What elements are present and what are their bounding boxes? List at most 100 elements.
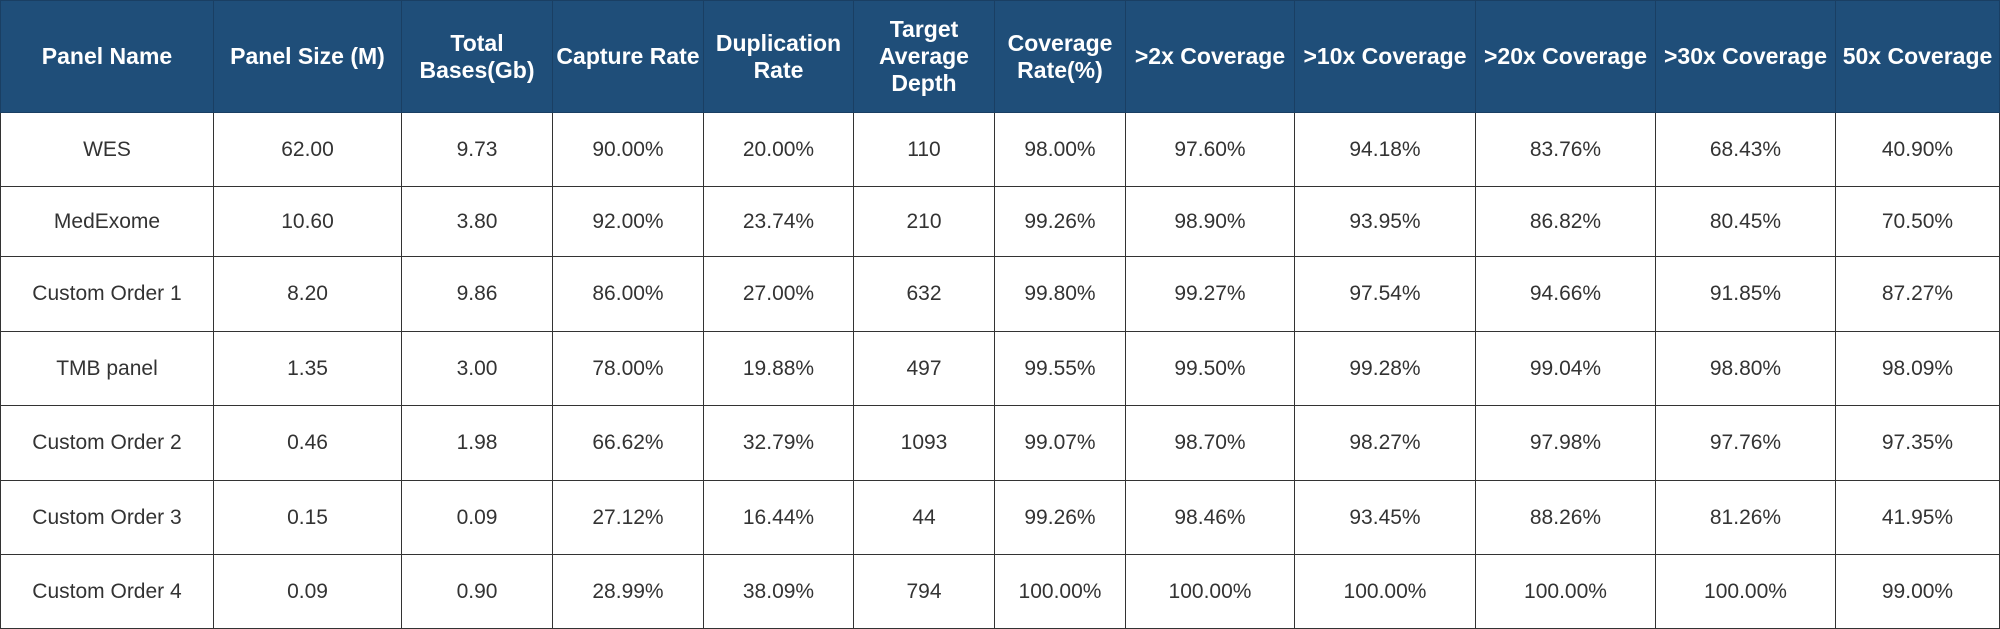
column-header: >30x Coverage <box>1655 0 1836 113</box>
column-header-label: Target Average Depth <box>879 16 969 97</box>
panel-name-cell: Custom Order 1 <box>0 256 214 332</box>
table-cell: 32.79% <box>703 405 854 481</box>
column-header-line: Total <box>450 29 504 56</box>
table-cell: 98.09% <box>1835 331 2000 406</box>
table-cell: 3.80 <box>401 186 553 257</box>
column-header-label: 50x Coverage <box>1843 43 1993 70</box>
table-cell: 9.86 <box>401 256 553 332</box>
table-cell: 1.35 <box>213 331 402 406</box>
table-cell: 83.76% <box>1475 112 1656 187</box>
column-header-label: Total Bases(Gb) <box>419 30 534 84</box>
column-header-line: Bases(Gb) <box>419 56 535 83</box>
table-cell: 97.35% <box>1835 405 2000 481</box>
header-row: Panel Name Panel Size (M) Total Bases(Gb) Ca… <box>0 0 2000 113</box>
table-cell: 99.55% <box>994 331 1126 406</box>
column-header-line: Average <box>879 43 969 69</box>
table-cell: 93.45% <box>1294 480 1476 555</box>
table-cell: 99.26% <box>994 480 1126 555</box>
table-cell: 99.27% <box>1125 256 1295 332</box>
column-header-line: Panel Size (M) <box>230 43 385 69</box>
table-body: WES 62.00 9.73 90.00% 20.00% 110 98.00% 97.60% 9… <box>0 112 2000 629</box>
table-cell: 99.07% <box>994 405 1126 481</box>
column-header-line: >10x Coverage <box>1303 43 1467 69</box>
table-cell: 8.20 <box>213 256 402 332</box>
table-cell: 100.00% <box>994 554 1126 629</box>
table-cell: 100.00% <box>1655 554 1836 629</box>
column-header-line: Depth <box>891 70 957 96</box>
table-cell: 93.95% <box>1294 186 1476 257</box>
table-cell: 10.60 <box>213 186 402 257</box>
column-header-label: Panel Size (M) <box>230 43 385 70</box>
table-row: TMB panel 1.35 3.00 78.00% 19.88% 497 99.55% 99… <box>0 331 2000 406</box>
column-header-line: Target <box>889 16 959 42</box>
column-header: 50x Coverage <box>1835 0 2000 113</box>
table-cell: 97.98% <box>1475 405 1656 481</box>
table-cell: 70.50% <box>1835 186 2000 257</box>
table-cell: 1093 <box>853 405 995 481</box>
column-header: Panel Name <box>0 0 214 113</box>
table-cell: 98.80% <box>1655 331 1836 406</box>
table-cell: 28.99% <box>552 554 704 629</box>
table-row: Custom Order 2 0.46 1.98 66.62% 32.79% 1093 99… <box>0 405 2000 481</box>
table-cell: 99.50% <box>1125 331 1295 406</box>
table-cell: 100.00% <box>1475 554 1656 629</box>
table-cell: 27.12% <box>552 480 704 555</box>
column-header-line: Rate <box>753 56 804 83</box>
table-cell: 81.26% <box>1655 480 1836 555</box>
column-header-line: Rate(%) <box>1017 56 1103 83</box>
column-header-line: >30x Coverage <box>1663 43 1828 69</box>
table-cell: 3.00 <box>401 331 553 406</box>
table-cell: 98.27% <box>1294 405 1476 481</box>
table-cell: 98.00% <box>994 112 1126 187</box>
column-header-label: >2x Coverage <box>1135 43 1285 70</box>
column-header: >20x Coverage <box>1475 0 1656 113</box>
column-header-label: >30x Coverage <box>1664 43 1827 70</box>
table-cell: 20.00% <box>703 112 854 187</box>
table-cell: 632 <box>853 256 995 332</box>
table-cell: 86.82% <box>1475 186 1656 257</box>
table-cell: 97.60% <box>1125 112 1295 187</box>
table-cell: 40.90% <box>1835 112 2000 187</box>
table-cell: 97.54% <box>1294 256 1476 332</box>
column-header-line: >2x Coverage <box>1134 43 1286 69</box>
table-cell: 0.46 <box>213 405 402 481</box>
column-header-line: Coverage <box>1007 29 1113 56</box>
column-header: Capture Rate <box>552 0 704 113</box>
table-cell: 92.00% <box>552 186 704 257</box>
table-cell: 99.26% <box>994 186 1126 257</box>
table-cell: 99.28% <box>1294 331 1476 406</box>
table-cell: 99.04% <box>1475 331 1656 406</box>
table-cell: 94.66% <box>1475 256 1656 332</box>
table-cell: 100.00% <box>1294 554 1476 629</box>
table-cell: 0.15 <box>213 480 402 555</box>
table-row: Custom Order 1 8.20 9.86 86.00% 27.00% 632 99.… <box>0 256 2000 332</box>
panel-name-cell: Custom Order 4 <box>0 554 214 629</box>
table-row: WES 62.00 9.73 90.00% 20.00% 110 98.00% 97.60% 9… <box>0 112 2000 187</box>
table-cell: 98.70% <box>1125 405 1295 481</box>
column-header-line: 50x Coverage <box>1842 43 1993 69</box>
table-cell: 38.09% <box>703 554 854 629</box>
table-cell: 62.00 <box>213 112 402 187</box>
table-cell: 99.00% <box>1835 554 2000 629</box>
table-cell: 98.90% <box>1125 186 1295 257</box>
column-header-label: >20x Coverage <box>1484 43 1647 70</box>
column-header: Target Average Depth <box>853 0 995 113</box>
panel-name-cell: Custom Order 2 <box>0 405 214 481</box>
column-header: >10x Coverage <box>1294 0 1476 113</box>
column-header: Panel Size (M) <box>213 0 402 113</box>
column-header: Coverage Rate(%) <box>994 0 1126 113</box>
table-cell: 1.98 <box>401 405 553 481</box>
table-cell: 90.00% <box>552 112 704 187</box>
panel-name-cell: Custom Order 3 <box>0 480 214 555</box>
panel-name-cell: WES <box>0 112 214 187</box>
table-cell: 98.46% <box>1125 480 1295 555</box>
table-header: Panel Name Panel Size (M) Total Bases(Gb) Ca… <box>0 0 2000 113</box>
table-cell: 19.88% <box>703 331 854 406</box>
table-cell: 210 <box>853 186 995 257</box>
table-cell: 0.90 <box>401 554 553 629</box>
table-cell: 110 <box>853 112 995 187</box>
column-header-label: Coverage Rate(%) <box>1008 30 1113 84</box>
panel-name-cell: MedExome <box>0 186 214 257</box>
table-cell: 80.45% <box>1655 186 1836 257</box>
